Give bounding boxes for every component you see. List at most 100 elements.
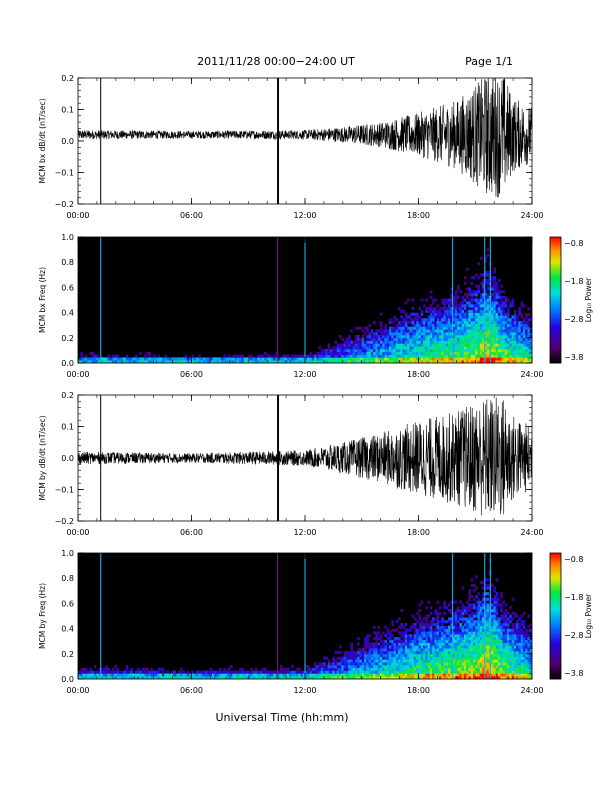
- spectrogram-cell: [520, 653, 524, 657]
- spectrogram-cell: [373, 321, 376, 325]
- spectrogram-cell: [493, 270, 496, 274]
- spectrogram-cell: [452, 651, 456, 655]
- spectrogram-cell: [527, 337, 531, 341]
- spectrogram-cell: [484, 583, 487, 587]
- spectrogram-cell: [402, 673, 406, 677]
- spectrogram-cell: [118, 676, 122, 680]
- spectrogram-cell: [423, 340, 426, 344]
- spectrogram-cell: [468, 662, 472, 666]
- spectrogram-cell: [384, 351, 388, 355]
- spectrogram-cell: [320, 349, 324, 353]
- spectrogram-cell: [527, 351, 531, 355]
- spectrogram-cell: [423, 642, 426, 646]
- spectrogram-cell: [475, 673, 478, 677]
- spectrogram-cell: [448, 625, 451, 629]
- spectrogram-cell: [497, 323, 501, 327]
- spectrogram-cell: [436, 335, 440, 339]
- spectrogram-cell: [459, 653, 462, 657]
- spectrogram-cell: [286, 676, 290, 680]
- spectrogram-cell: [502, 637, 506, 641]
- spectrogram-cell: [93, 676, 97, 680]
- spectrogram-cell: [482, 614, 485, 618]
- spectrogram-cell: [477, 662, 481, 666]
- spectrogram-cell: [257, 670, 260, 674]
- spectrogram-cell: [527, 307, 531, 311]
- spectrogram-cell: [409, 651, 412, 655]
- spectrogram-cell: [416, 628, 419, 632]
- spectrogram-cell: [436, 321, 440, 325]
- spectrogram-cell: [225, 360, 229, 364]
- spectrogram-cell: [420, 631, 424, 635]
- spectrogram-cell: [527, 665, 531, 669]
- spectrogram-cell: [223, 676, 226, 680]
- spectrogram-cell: [454, 290, 458, 294]
- spectrogram-cell: [432, 315, 435, 319]
- spectrogram-cell: [463, 329, 467, 333]
- spectrogram-cell: [484, 634, 487, 638]
- spectrogram-cell: [364, 673, 367, 677]
- colorbar-cell: [550, 574, 561, 577]
- spectrogram-cell: [486, 583, 490, 587]
- spectrogram-cell: [152, 360, 156, 364]
- spectrogram-cell: [436, 631, 440, 635]
- spectrogram-cell: [491, 597, 494, 601]
- spectrogram-cell: [404, 634, 408, 638]
- spectrogram-cell: [497, 335, 501, 339]
- spectrogram-cell: [484, 611, 487, 615]
- spectrogram-cell: [502, 326, 506, 330]
- spectrogram-cell: [497, 290, 501, 294]
- spectrogram-cell: [386, 349, 390, 353]
- spectrogram-cell: [300, 676, 304, 680]
- spectrogram-cell: [386, 651, 390, 655]
- spectrogram-cell: [477, 323, 481, 327]
- spectrogram-cell: [468, 659, 472, 663]
- spectrogram-cell: [354, 656, 358, 660]
- spectrogram-cell: [500, 318, 503, 322]
- spectrogram-cell: [472, 349, 476, 353]
- spectrogram-cell: [472, 326, 476, 330]
- colorbar-cell: [550, 653, 561, 657]
- spectrogram-cell: [479, 354, 483, 358]
- spectrogram-cell: [418, 645, 422, 649]
- spectrogram-cell: [196, 360, 199, 364]
- spectrogram-cell: [388, 637, 392, 641]
- spectrogram-cell: [468, 673, 472, 677]
- spectrogram-cell: [305, 676, 308, 680]
- spectrogram-cell: [402, 662, 406, 666]
- spectrogram-cell: [479, 617, 483, 621]
- spectrogram-cell: [255, 667, 258, 671]
- spectrogram-cell: [504, 665, 508, 669]
- spectrogram-cell: [382, 645, 385, 649]
- spectrogram-cell: [516, 332, 519, 336]
- spectrogram-cell: [345, 662, 349, 666]
- spectrogram-cell: [404, 639, 408, 643]
- spectrogram-cell: [379, 335, 383, 339]
- spectrogram-cell: [429, 340, 433, 344]
- spectrogram-cell: [459, 315, 462, 319]
- spectrogram-cell: [518, 329, 521, 333]
- spectrogram-cell: [400, 343, 403, 347]
- spectrogram-cell: [107, 676, 111, 680]
- spectrogram-cell: [418, 625, 422, 629]
- spectrogram-cell: [345, 659, 349, 663]
- spectrogram-cell: [427, 309, 431, 313]
- spectrogram-cell: [448, 360, 451, 364]
- spectrogram-cell: [382, 648, 385, 652]
- spectrogram-cell: [218, 357, 222, 361]
- spectrogram-cell: [527, 326, 531, 330]
- spectrogram-cell: [516, 351, 519, 355]
- spectrogram-cell: [479, 360, 483, 364]
- spectrogram-cell: [164, 354, 167, 358]
- y-tick-label: 0.1: [61, 423, 74, 432]
- spectrogram-cell: [461, 670, 465, 674]
- spectrogram-cell: [373, 665, 376, 669]
- spectrogram-cell: [511, 662, 515, 666]
- spectrogram-cell: [377, 351, 381, 355]
- spectrogram-cell: [500, 628, 503, 632]
- spectrogram-cell: [525, 337, 528, 341]
- spectrogram-cell: [418, 603, 422, 607]
- spectrogram-cell: [504, 349, 508, 353]
- spectrogram-cell: [445, 620, 449, 624]
- spectrogram-cell: [345, 337, 349, 341]
- spectrogram-cell: [359, 659, 363, 663]
